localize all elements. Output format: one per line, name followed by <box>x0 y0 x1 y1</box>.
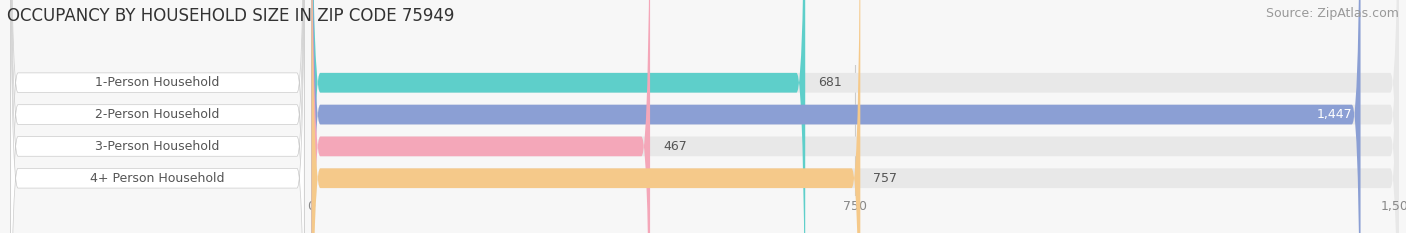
FancyBboxPatch shape <box>11 0 304 233</box>
FancyBboxPatch shape <box>11 0 304 233</box>
FancyBboxPatch shape <box>312 0 1399 233</box>
FancyBboxPatch shape <box>312 0 1399 233</box>
FancyBboxPatch shape <box>312 0 860 233</box>
Text: Source: ZipAtlas.com: Source: ZipAtlas.com <box>1265 7 1399 20</box>
Text: 3-Person Household: 3-Person Household <box>96 140 219 153</box>
Text: 1-Person Household: 1-Person Household <box>96 76 219 89</box>
Text: 2-Person Household: 2-Person Household <box>96 108 219 121</box>
Text: 467: 467 <box>664 140 688 153</box>
FancyBboxPatch shape <box>11 0 304 233</box>
Text: 757: 757 <box>873 172 897 185</box>
FancyBboxPatch shape <box>11 0 304 233</box>
FancyBboxPatch shape <box>312 0 1399 233</box>
Text: OCCUPANCY BY HOUSEHOLD SIZE IN ZIP CODE 75949: OCCUPANCY BY HOUSEHOLD SIZE IN ZIP CODE … <box>7 7 454 25</box>
FancyBboxPatch shape <box>312 0 1399 233</box>
Text: 4+ Person Household: 4+ Person Household <box>90 172 225 185</box>
FancyBboxPatch shape <box>312 0 806 233</box>
FancyBboxPatch shape <box>312 0 1361 233</box>
Text: 681: 681 <box>818 76 842 89</box>
FancyBboxPatch shape <box>312 0 650 233</box>
Text: 1,447: 1,447 <box>1316 108 1351 121</box>
